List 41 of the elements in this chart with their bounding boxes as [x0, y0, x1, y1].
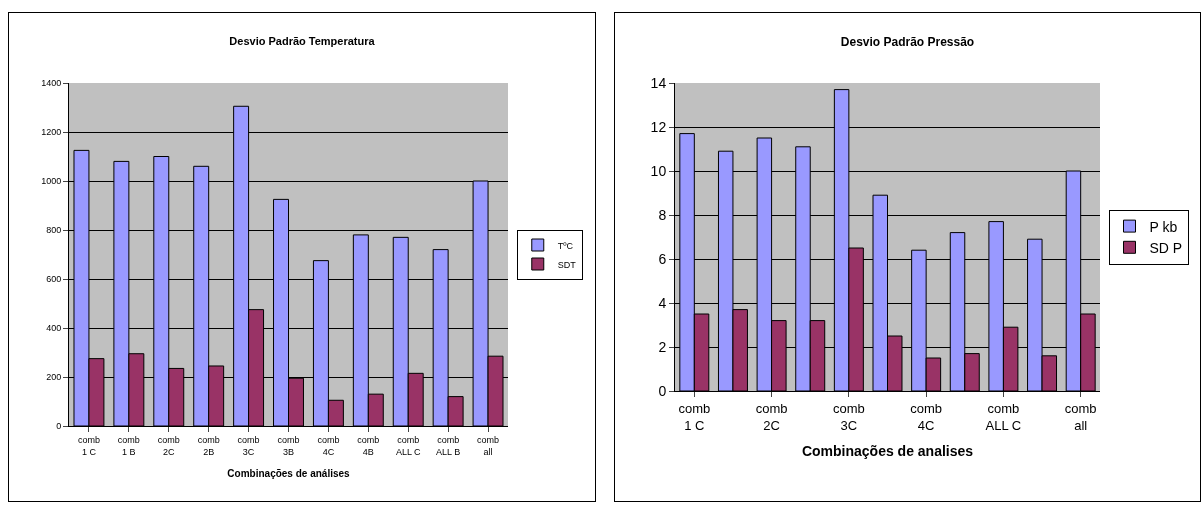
x-tick-label: comb ALL B: [436, 434, 461, 457]
x-tick-label: comb 2B: [197, 434, 220, 457]
x-tick-label: comb 1 B: [117, 434, 140, 457]
y-tick-label: 1400: [41, 78, 62, 89]
x-tick-label: comb 3C: [237, 434, 260, 457]
legend-label: SD P: [1149, 239, 1183, 256]
legend-label: SDT: [557, 259, 577, 270]
x-tick-label: comb 3C: [832, 400, 865, 433]
x-axis-title: Combinações de análises: [227, 468, 351, 479]
x-tick-label: comb 1 C: [678, 400, 711, 433]
x-tick-label: comb 2C: [157, 434, 180, 457]
legend-label: P kb: [1149, 218, 1178, 235]
y-tick-label: 4: [658, 294, 667, 311]
y-tick-label: 10: [650, 162, 667, 179]
x-tick-label: comb all: [1064, 400, 1097, 433]
x-tick-label: comb 4C: [910, 400, 943, 433]
x-tick-label: comb all: [477, 434, 500, 457]
y-tick-label: 14: [650, 74, 667, 91]
y-tick-label: 400: [46, 323, 62, 334]
chart-title: Desvio Padrão Temperatura: [229, 35, 376, 48]
x-tick-label: comb ALL C: [395, 434, 422, 457]
y-tick-label: 2: [658, 338, 667, 355]
y-tick-label: 12: [650, 118, 667, 135]
y-tick-label: 1200: [41, 127, 62, 138]
chart-title: Desvio Padrão Pressão: [840, 34, 975, 49]
y-tick-label: 1000: [41, 176, 62, 187]
y-tick-label: 8: [658, 206, 667, 223]
y-tick-label: 800: [46, 225, 62, 236]
x-tick-label: comb 4C: [317, 434, 340, 457]
x-tick-label: comb 3B: [277, 434, 300, 457]
x-tick-label: comb 4B: [357, 434, 380, 457]
y-tick-label: 200: [46, 372, 62, 383]
x-tick-label: comb 2C: [755, 400, 788, 433]
x-tick-label: comb 1 C: [77, 434, 100, 457]
x-axis-title: Combinações de analises: [801, 442, 974, 459]
y-tick-label: 6: [658, 250, 667, 267]
x-tick-label: comb ALL C: [985, 400, 1022, 433]
legend-label: TºC: [557, 240, 574, 251]
y-tick-label: 0: [56, 421, 62, 432]
y-tick-label: 600: [46, 274, 62, 285]
y-tick-label: 0: [658, 382, 667, 399]
